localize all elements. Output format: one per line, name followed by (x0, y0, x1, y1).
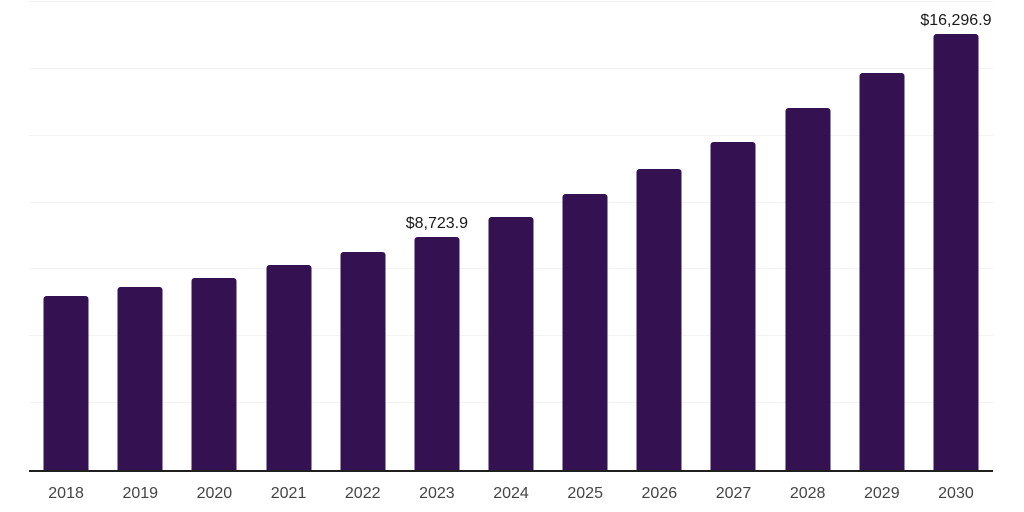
bar-band-2030: $16,296.9 (919, 2, 993, 470)
x-tick-label-2029: 2029 (864, 485, 900, 502)
gridline-10000 (29, 201, 993, 203)
plot-area: $8,723.9 $16,296.9 (29, 1, 993, 472)
bar-band-2022 (326, 2, 400, 470)
bar-band-2024 (474, 2, 548, 470)
bar-2023 (414, 236, 460, 470)
x-tick-label-2023: 2023 (419, 485, 455, 502)
bar-band-2019 (103, 2, 177, 470)
x-tick-label-2020: 2020 (196, 485, 233, 502)
bar-2027 (710, 141, 756, 470)
bar-2018 (43, 296, 89, 470)
bar-band-2018 (29, 2, 103, 470)
bar-2029 (859, 72, 905, 470)
bar-2028 (785, 107, 831, 470)
bars-container: $8,723.9 $16,296.9 (29, 2, 993, 470)
x-tick-label-2030: 2030 (938, 485, 974, 502)
x-tick-label-2028: 2028 (789, 485, 826, 502)
x-tick-label-2025: 2025 (567, 485, 603, 502)
bar-band-2023: $8,723.9 (400, 2, 474, 470)
bar-2026 (636, 169, 682, 470)
bar-2024 (488, 216, 534, 470)
x-tick-label-2021: 2021 (270, 485, 307, 502)
x-tick-label-2026: 2026 (641, 485, 678, 502)
data-label-2030: $16,296.9 (920, 12, 992, 30)
data-label-2023: $8,723.9 (405, 214, 468, 232)
bar-2019 (117, 287, 163, 470)
bar-2020 (191, 277, 237, 470)
bar-band-2025 (548, 2, 622, 470)
x-tick-label-2022: 2022 (344, 485, 381, 502)
bar-band-2020 (177, 2, 251, 470)
bar-2025 (562, 194, 608, 470)
bar-band-2026 (622, 2, 696, 470)
gridline-15000 (29, 67, 993, 69)
x-axis-labels: 2018 2019 2020 2021 2022 2023 2024 2025 2026 2027… (29, 484, 993, 504)
bar-band-2028 (771, 2, 845, 470)
x-tick-label-2024: 2024 (493, 485, 529, 502)
gridline-12500 (29, 134, 993, 136)
bar-2030 (933, 34, 979, 470)
gridline-17500 (29, 1, 993, 2)
x-tick-label-2018: 2018 (48, 485, 84, 502)
bar-2021 (266, 265, 312, 470)
bar-band-2021 (251, 2, 325, 470)
bar-2022 (340, 251, 386, 470)
bar-band-2027 (696, 2, 770, 470)
x-tick-label-2019: 2019 (122, 485, 159, 502)
bar-band-2029 (845, 2, 919, 470)
x-tick-label-2027: 2027 (715, 485, 752, 502)
